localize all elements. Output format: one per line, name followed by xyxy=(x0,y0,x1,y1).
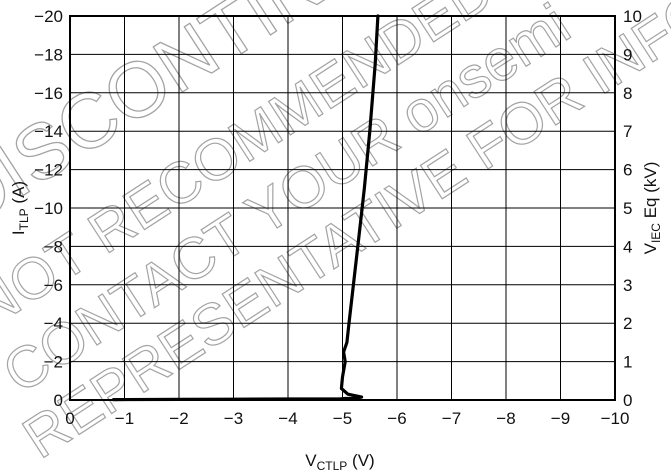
y-left-tick-label: −6 xyxy=(44,276,63,295)
series-line-ctlp xyxy=(112,14,380,402)
y-right-tick-label: 10 xyxy=(623,7,642,26)
y-right-tick-label: 6 xyxy=(623,161,632,180)
watermark-line-3: CONTACT YOUR onsemi xyxy=(0,0,582,407)
y-right-tick-label: 3 xyxy=(623,276,632,295)
y-left-tick-label: 0 xyxy=(54,391,63,410)
x-tick-labels: 0 −1 −2 −3 −4 −5 −6 −7 −8 −9 −10 xyxy=(65,409,629,428)
x-tick-label: 0 xyxy=(65,409,74,428)
x-tick-label: −1 xyxy=(115,409,134,428)
x-tick-label: −7 xyxy=(442,409,461,428)
y-right-tick-label: 4 xyxy=(623,237,632,256)
y-right-tick-label: 2 xyxy=(623,314,632,333)
x-tick-label: −3 xyxy=(224,409,243,428)
x-tick-label: −10 xyxy=(601,409,630,428)
x-tick-label: −2 xyxy=(169,409,188,428)
y-right-tick-label: 0 xyxy=(623,391,632,410)
y-right-tick-labels: 0 1 2 3 4 5 6 7 8 9 10 xyxy=(623,7,642,410)
x-tick-label: −4 xyxy=(278,409,297,428)
x-axis-title: VCTLP (V) xyxy=(305,451,374,473)
y-right-axis-title: VIEC Eq (kV) xyxy=(641,162,663,255)
y-left-tick-label: −20 xyxy=(34,7,63,26)
y-right-tick-label: 5 xyxy=(623,199,632,218)
y-left-axis-title: ITLP (A) xyxy=(9,181,31,235)
y-right-tick-label: 1 xyxy=(623,353,632,372)
y-left-tick-label: −8 xyxy=(44,237,63,256)
y-right-tick-label: 8 xyxy=(623,84,632,103)
y-left-tick-label: −16 xyxy=(34,84,63,103)
y-right-tick-label: 7 xyxy=(623,122,632,141)
x-tick-label: −5 xyxy=(333,409,352,428)
y-left-tick-label: −12 xyxy=(34,161,63,180)
x-tick-label: −8 xyxy=(496,409,515,428)
x-tick-label: −9 xyxy=(551,409,570,428)
y-left-tick-labels: 0 −2 −4 −6 −8 −10 −12 −14 −16 −18 −20 xyxy=(34,7,63,410)
y-right-tick-label: 9 xyxy=(623,45,632,64)
y-left-tick-label: −18 xyxy=(34,45,63,64)
y-left-tick-label: −14 xyxy=(34,122,63,141)
y-left-tick-label: −2 xyxy=(44,353,63,372)
x-tick-label: −6 xyxy=(387,409,406,428)
y-left-tick-label: −10 xyxy=(34,199,63,218)
y-left-tick-label: −4 xyxy=(44,314,63,333)
